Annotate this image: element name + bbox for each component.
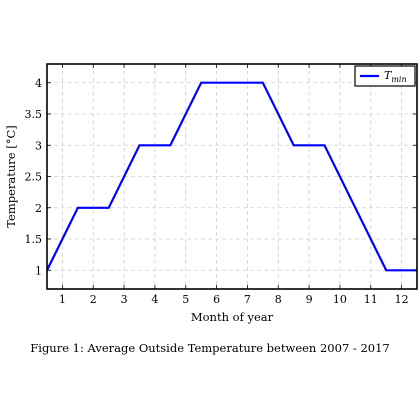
- x-tick-label: 10: [333, 293, 347, 306]
- y-tick-label: 4: [35, 77, 42, 90]
- legend-series-subscript: min: [391, 75, 406, 84]
- x-tick-label: 7: [244, 293, 251, 306]
- y-tick-label: 1.5: [25, 233, 43, 246]
- x-tick-label: 5: [182, 293, 189, 306]
- y-tick-labels: 1 1.5 2 2.5 3 3.5 4: [25, 77, 43, 278]
- x-tick-label: 2: [90, 293, 97, 306]
- x-tick-label: 9: [306, 293, 313, 306]
- line-chart: 1 2 3 4 5 6 7 8 9 10 11 12 11.522.533.54 Month of y…: [4, 63, 418, 324]
- x-axis-label: Month of year: [191, 310, 274, 324]
- x-tick-label: 4: [151, 293, 158, 306]
- legend-series-name: T: [384, 69, 393, 82]
- legend-box: [354, 65, 416, 87]
- y-axis-label: Temperature [°C]: [4, 125, 18, 228]
- series-group: [47, 81, 417, 272]
- y-tick-label: 2.5: [25, 171, 43, 184]
- x-tick-label: 11: [364, 293, 378, 306]
- x-tick-label: 8: [275, 293, 282, 306]
- y-tick-label: 1: [35, 264, 42, 277]
- x-tick-label: 1: [59, 293, 66, 306]
- legend: Tmin: [354, 65, 416, 87]
- x-tick-labels: 1 2 3 4 5 6 7 8 9 10 11 12: [59, 293, 409, 306]
- legend-label: Tmin: [384, 69, 407, 84]
- x-tick-label: 6: [213, 293, 220, 306]
- grid-lines: [47, 64, 417, 289]
- x-tick-label: 12: [395, 293, 409, 306]
- series-line: [47, 81, 417, 272]
- y-tick-label: 3: [35, 139, 42, 152]
- figure-caption: Figure 1: Average Outside Temperature be…: [30, 341, 390, 355]
- x-tick-label: 3: [121, 293, 128, 306]
- y-tick-label: 3.5: [25, 108, 43, 121]
- y-tick-label: 2: [35, 202, 42, 215]
